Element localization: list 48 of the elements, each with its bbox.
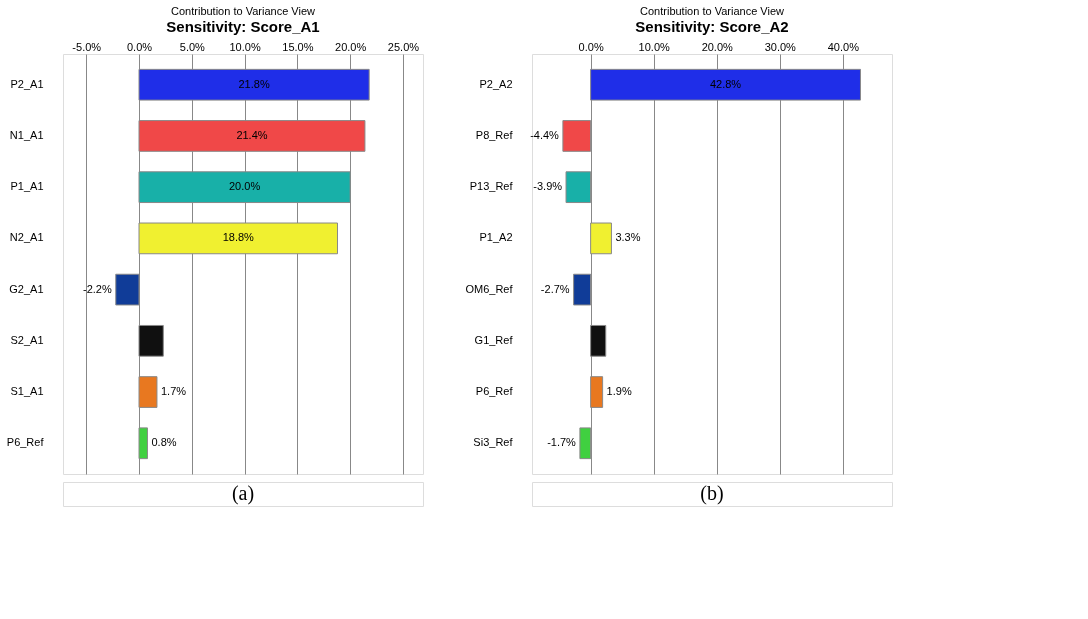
- x-tick-label: 0.0%: [578, 40, 604, 53]
- text: (b): [700, 482, 724, 505]
- y-tick-label: G2_A1: [9, 282, 44, 295]
- data-label: -2.2%: [83, 282, 112, 295]
- y-tick-label: N1_A1: [9, 128, 44, 141]
- x-tick-label: 25.0%: [387, 40, 420, 53]
- text: Contribution to Variance View: [640, 5, 784, 17]
- y-tick-label: P1_A2: [479, 231, 513, 244]
- data-label: 42.8%: [709, 77, 742, 90]
- data-label: -1.7%: [547, 436, 577, 449]
- data-label: 0.8%: [151, 436, 177, 449]
- data-label: -4.4%: [530, 128, 560, 141]
- data-label: 18.8%: [222, 231, 255, 244]
- y-tick-label: P8_Ref: [475, 128, 514, 141]
- data-label: 1.9%: [606, 385, 632, 398]
- data-label: 21.4%: [236, 128, 268, 141]
- y-tick-label: P6_Ref: [475, 385, 514, 398]
- x-tick-label: 5.0%: [179, 40, 206, 53]
- y-tick-label: P1_A1: [10, 180, 44, 193]
- text: (a): [231, 482, 255, 505]
- chart-title: Sensitivity: Score_A2: [635, 18, 789, 35]
- y-tick-label: S2_A1: [10, 333, 44, 346]
- data-label: -2.7%: [540, 282, 570, 295]
- data-label: 21.8%: [238, 77, 270, 90]
- y-tick-label: S1_A1: [10, 385, 44, 398]
- x-tick-label: 40.0%: [827, 40, 860, 53]
- x-tick-label: 10.0%: [229, 40, 261, 53]
- y-tick-label: Si3_Ref: [473, 436, 514, 449]
- data-label: -3.9%: [533, 180, 563, 193]
- x-tick-label: 20.0%: [701, 40, 734, 53]
- y-tick-label: P13_Ref: [469, 180, 514, 193]
- data-label: 3.3%: [615, 231, 641, 244]
- data-label: 1.7%: [160, 385, 187, 398]
- y-tick-label: OM6_Ref: [465, 282, 514, 295]
- y-tick-label: G1_Ref: [474, 333, 514, 346]
- y-tick-label: N2_A1: [9, 231, 44, 244]
- x-tick-label: 30.0%: [764, 40, 797, 53]
- y-tick-label: P6_Ref: [6, 436, 45, 449]
- x-tick-label: 20.0%: [335, 40, 367, 53]
- data-label: 20.0%: [228, 180, 261, 193]
- x-tick-label: 0.0%: [126, 40, 153, 53]
- text: Contribution to Variance View: [171, 5, 315, 17]
- y-tick-label: P2_A1: [10, 77, 44, 90]
- chart-title: Sensitivity: Score_A1: [166, 18, 320, 35]
- x-tick-label: 15.0%: [282, 40, 314, 53]
- y-tick-label: P2_A2: [479, 77, 513, 90]
- x-tick-label: -5.0%: [72, 40, 102, 53]
- x-tick-label: 10.0%: [638, 40, 670, 53]
